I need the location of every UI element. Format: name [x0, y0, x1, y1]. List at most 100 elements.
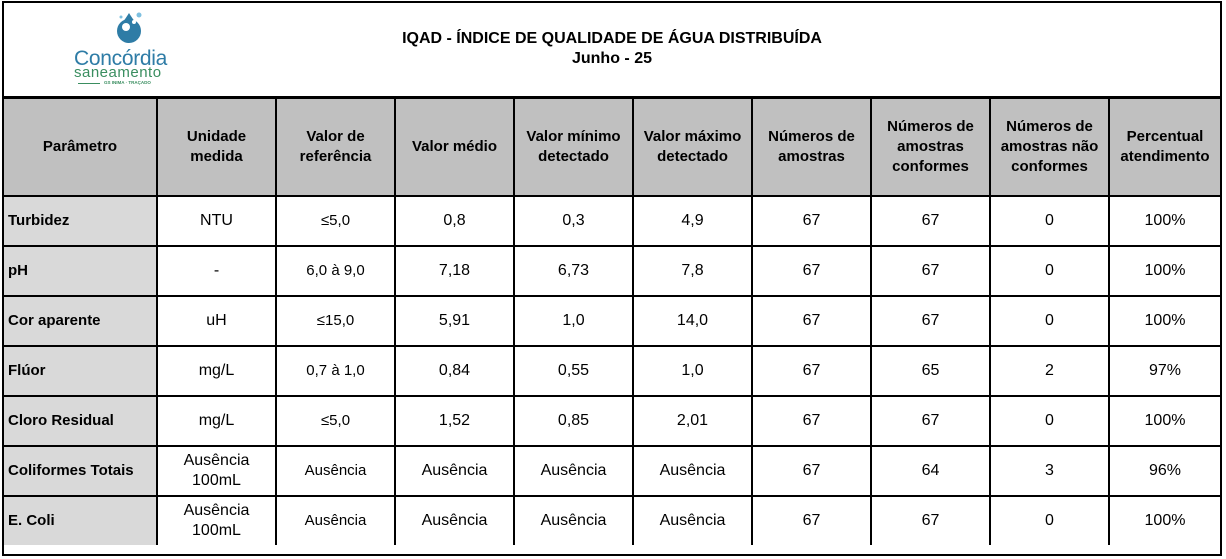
parameter-cell: E. Coli [4, 495, 158, 545]
reference-value-cell: ≤5,0 [275, 395, 396, 447]
logo-tagline: GS INIMA · TRAÇADO [104, 80, 151, 85]
water-drop-icon [117, 12, 142, 43]
parameter-cell: Coliformes Totais [4, 445, 158, 497]
min-value-cell: 0,85 [513, 395, 634, 447]
unit-cell: Ausência 100mL [156, 445, 277, 497]
max-value-cell: 14,0 [632, 295, 753, 347]
reference-value-cell: ≤15,0 [275, 295, 396, 347]
samples-cell: 67 [751, 345, 872, 397]
reference-value-cell: Ausência [275, 445, 396, 497]
column-header: Unidade medida [156, 99, 277, 197]
reference-value-cell: 0,7 à 1,0 [275, 345, 396, 397]
compliance-percent-cell: 100% [1108, 295, 1220, 347]
compliance-percent-cell: 100% [1108, 245, 1220, 297]
column-header: Números de amostras não conformes [989, 99, 1110, 197]
column-header: Números de amostras conformes [870, 99, 991, 197]
table-row: Cloro Residual mg/L ≤5,0 1,52 0,85 2,01 67 67 0 1… [4, 395, 1220, 447]
max-value-cell: Ausência [632, 495, 753, 545]
samples-cell: 67 [751, 395, 872, 447]
mean-value-cell: 7,18 [394, 245, 515, 297]
column-header: Percentual atendimento [1108, 99, 1220, 197]
conforming-samples-cell: 67 [870, 395, 991, 447]
min-value-cell: 6,73 [513, 245, 634, 297]
reference-value-cell: Ausência [275, 495, 396, 545]
max-value-cell: 1,0 [632, 345, 753, 397]
company-logo: Concórdia saneamento GS INIMA · TRAÇADO [74, 11, 184, 91]
nonconforming-samples-cell: 0 [989, 245, 1110, 297]
mean-value-cell: 1,52 [394, 395, 515, 447]
parameter-cell: Turbidez [4, 195, 158, 247]
samples-cell: 67 [751, 445, 872, 497]
conforming-samples-cell: 67 [870, 195, 991, 247]
compliance-percent-cell: 100% [1108, 395, 1220, 447]
nonconforming-samples-cell: 2 [989, 345, 1110, 397]
samples-cell: 67 [751, 195, 872, 247]
parameter-cell: pH [4, 245, 158, 297]
nonconforming-samples-cell: 0 [989, 195, 1110, 247]
mean-value-cell: 0,84 [394, 345, 515, 397]
table-row: Turbidez NTU ≤5,0 0,8 0,3 4,9 67 67 0 100% [4, 195, 1220, 247]
conforming-samples-cell: 64 [870, 445, 991, 497]
samples-cell: 67 [751, 245, 872, 297]
report-header: Concórdia saneamento GS INIMA · TRAÇADO … [4, 3, 1220, 99]
mean-value-cell: Ausência [394, 495, 515, 545]
min-value-cell: 0,3 [513, 195, 634, 247]
report-title-block: IQAD - ÍNDICE DE QUALIDADE DE ÁGUA DISTR… [4, 29, 1220, 69]
logo-name: Concórdia [74, 47, 168, 70]
table-row: Coliformes Totais Ausência 100mL Ausência A… [4, 445, 1220, 497]
report-period: Junho - 25 [571, 50, 652, 67]
column-header: Números de amostras [751, 99, 872, 197]
report-title: IQAD - ÍNDICE DE QUALIDADE DE ÁGUA DISTR… [402, 30, 822, 47]
parameter-cell: Cloro Residual [4, 395, 158, 447]
mean-value-cell: Ausência [394, 445, 515, 497]
reference-value-cell: 6,0 à 9,0 [275, 245, 396, 297]
nonconforming-samples-cell: 0 [989, 495, 1110, 545]
table-row: pH -6,0 à 9,0 7,18 6,73 7,8 67 67 0 100% [4, 245, 1220, 297]
min-value-cell: Ausência [513, 445, 634, 497]
max-value-cell: Ausência [632, 445, 753, 497]
parameter-cell: Cor aparente [4, 295, 158, 347]
max-value-cell: 4,9 [632, 195, 753, 247]
samples-cell: 67 [751, 495, 872, 545]
min-value-cell: 1,0 [513, 295, 634, 347]
table-row: Flúor mg/L 0,7 à 1,0 0,84 0,55 1,0 67 65 2 97% [4, 345, 1220, 397]
compliance-percent-cell: 100% [1108, 195, 1220, 247]
nonconforming-samples-cell: 0 [989, 395, 1110, 447]
table-header-row: Parâmetro Unidade medida Valor de referê… [4, 99, 1220, 197]
unit-cell: uH [156, 295, 277, 347]
mean-value-cell: 5,91 [394, 295, 515, 347]
max-value-cell: 2,01 [632, 395, 753, 447]
compliance-percent-cell: 100% [1108, 495, 1220, 545]
min-value-cell: 0,55 [513, 345, 634, 397]
column-header: Parâmetro [4, 99, 158, 197]
column-header: Valor mínimo detectado [513, 99, 634, 197]
conforming-samples-cell: 67 [870, 495, 991, 545]
column-header: Valor de referência [275, 99, 396, 197]
samples-cell: 67 [751, 295, 872, 347]
logo-divider-left [78, 83, 100, 84]
min-value-cell: Ausência [513, 495, 634, 545]
table-row: E. Coli Ausência 100mL Ausência Ausência Aus… [4, 495, 1220, 545]
nonconforming-samples-cell: 0 [989, 295, 1110, 347]
unit-cell: mg/L [156, 345, 277, 397]
table-row: Cor aparente uH ≤15,0 5,91 1,0 14,0 67 67 0 100% [4, 295, 1220, 347]
logo-subtitle: saneamento [74, 64, 162, 81]
mean-value-cell: 0,8 [394, 195, 515, 247]
unit-cell: - [156, 245, 277, 297]
column-header: Valor máximo detectado [632, 99, 753, 197]
column-header: Valor médio [394, 99, 515, 197]
unit-cell: mg/L [156, 395, 277, 447]
compliance-percent-cell: 96% [1108, 445, 1220, 497]
unit-cell: NTU [156, 195, 277, 247]
max-value-cell: 7,8 [632, 245, 753, 297]
conforming-samples-cell: 65 [870, 345, 991, 397]
nonconforming-samples-cell: 3 [989, 445, 1110, 497]
conforming-samples-cell: 67 [870, 245, 991, 297]
unit-cell: Ausência 100mL [156, 495, 277, 545]
parameter-cell: Flúor [4, 345, 158, 397]
compliance-percent-cell: 97% [1108, 345, 1220, 397]
reference-value-cell: ≤5,0 [275, 195, 396, 247]
conforming-samples-cell: 67 [870, 295, 991, 347]
water-quality-table: Parâmetro Unidade medida Valor de referê… [4, 99, 1220, 545]
